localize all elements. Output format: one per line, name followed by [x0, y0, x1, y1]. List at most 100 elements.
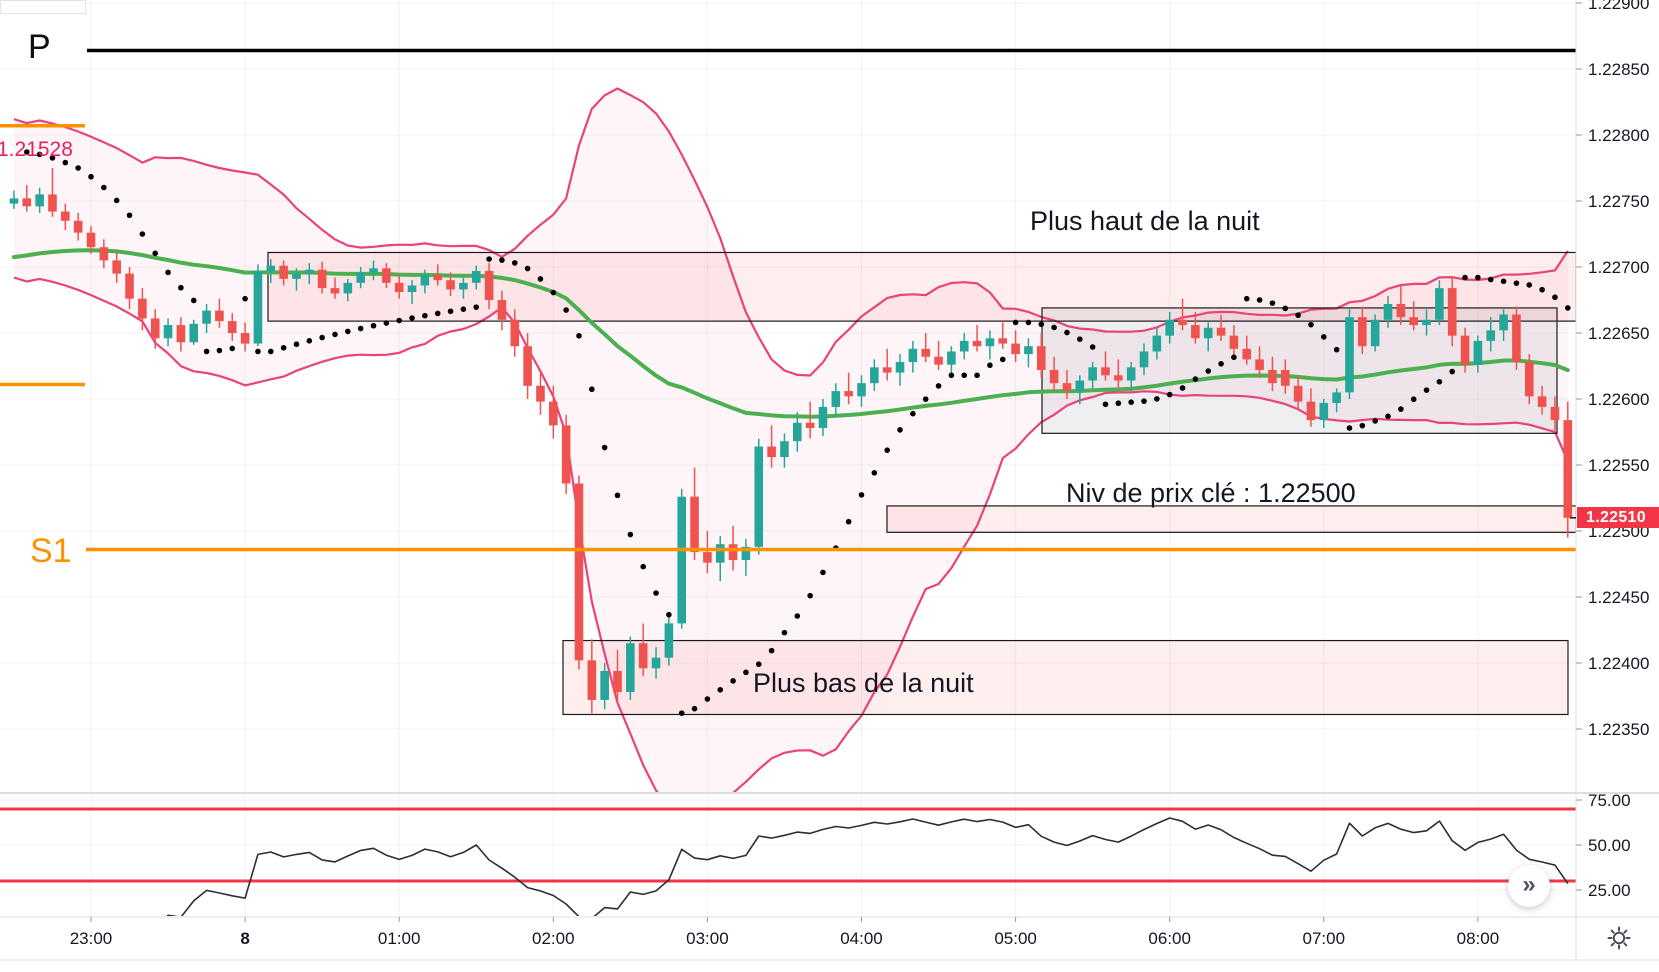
price-axis-label: 1.22600 — [1588, 390, 1649, 409]
go-to-realtime-button[interactable]: » — [1508, 865, 1550, 907]
time-axis-settings-button[interactable] — [1605, 924, 1633, 952]
time-axis-label: 04:00 — [840, 929, 883, 948]
time-axis[interactable]: 23:00 8 01:00 02:00 03:00 04:00 05:00 06:00 07:0… — [70, 917, 1499, 948]
candle-body — [1024, 346, 1033, 355]
rsi-pane — [0, 807, 1576, 916]
candle-body — [600, 670, 609, 700]
candle-body — [959, 340, 969, 352]
rsi-line — [166, 817, 1569, 916]
rsi-axis-label: 25.00 — [1588, 881, 1631, 900]
candle-body — [1396, 303, 1406, 318]
candle-body — [253, 270, 263, 344]
candle-body — [844, 391, 853, 397]
candle-body — [1447, 288, 1457, 336]
candle-body — [330, 288, 340, 294]
candle-body — [703, 552, 712, 563]
candle-body — [870, 367, 879, 384]
candle-body — [343, 282, 353, 294]
candle-body — [626, 643, 635, 693]
bollinger-upper-line — [13, 87, 1569, 377]
candle-body — [805, 422, 815, 429]
candle-body — [1242, 348, 1252, 360]
candle-body — [1473, 340, 1483, 365]
candle-body — [202, 310, 211, 324]
last-price-badge: 1.22510 — [1577, 507, 1659, 528]
candle-body — [1280, 369, 1290, 386]
drawn-zones — [268, 252, 1576, 715]
candle-body — [690, 496, 699, 553]
price-axis-label: 1.22650 — [1588, 324, 1649, 343]
price-axis[interactable]: 1.22900 1.22850 1.22800 1.22750 1.22700 1.226… — [1570, 0, 1649, 900]
candle-body — [61, 211, 70, 221]
price-axis-label: 1.22550 — [1588, 456, 1649, 475]
candle-body — [1178, 319, 1187, 326]
candle-body — [138, 298, 147, 319]
candle-body — [433, 274, 443, 281]
candle-body — [510, 319, 520, 347]
psar-dots — [23, 149, 1571, 716]
candle-body — [189, 323, 199, 343]
candle-body — [561, 425, 571, 484]
candle-body — [356, 272, 365, 283]
time-axis-label: 23:00 — [70, 929, 113, 948]
candle-body — [317, 269, 327, 289]
candle-body — [1114, 375, 1123, 381]
gear-icon — [1607, 926, 1631, 950]
candle-body — [574, 483, 584, 661]
candle-body — [767, 446, 776, 458]
candle-body — [1524, 362, 1534, 397]
candle-body — [1075, 380, 1085, 392]
candle-body — [908, 348, 918, 363]
candle-body — [86, 232, 96, 248]
price-axis-label: 1.22750 — [1588, 192, 1649, 211]
candle-body — [1191, 325, 1200, 339]
candle-body — [1293, 385, 1303, 402]
candle-body — [240, 333, 250, 344]
candle-body — [613, 670, 622, 693]
candle-body — [1062, 383, 1072, 392]
candle-body — [1036, 346, 1046, 370]
candle-body — [446, 280, 455, 290]
candle-body — [99, 247, 109, 261]
candle-body — [857, 383, 866, 397]
ema-line — [12, 248, 1570, 419]
candle-body — [35, 194, 44, 207]
candle-body — [73, 220, 83, 233]
double-chevron-right-icon: » — [1522, 870, 1536, 898]
candle-body — [895, 362, 905, 373]
time-axis-label: 07:00 — [1303, 929, 1346, 948]
candle-body — [947, 351, 956, 365]
night-low-zone — [563, 640, 1568, 715]
time-axis-label: 06:00 — [1148, 929, 1191, 948]
rsi-axis-label: 75.00 — [1588, 791, 1631, 810]
candle-body — [48, 194, 57, 212]
candle-body — [1011, 343, 1020, 355]
candle-body — [305, 269, 314, 274]
candle-body — [651, 657, 661, 669]
candle-body — [420, 274, 430, 286]
price-axis-label: 1.22350 — [1588, 720, 1649, 739]
candle-body — [215, 310, 224, 322]
candle-body — [497, 300, 507, 320]
candle-body — [1268, 369, 1277, 384]
time-axis-label: 05:00 — [994, 929, 1037, 948]
candle-body — [1345, 317, 1354, 393]
candle-body — [1319, 402, 1329, 421]
candle-body — [1370, 319, 1380, 347]
time-axis-label: 01:00 — [378, 929, 421, 948]
time-axis-label: 02:00 — [532, 929, 575, 948]
candle-body — [728, 544, 738, 561]
candle-body — [125, 273, 134, 299]
candle-body — [471, 270, 481, 283]
candle-body — [22, 198, 32, 207]
corner-placeholder-box — [0, 0, 86, 14]
price-axis-label: 1.22700 — [1588, 258, 1649, 277]
price-axis-label: 1.22850 — [1588, 60, 1649, 79]
candle-body — [176, 325, 186, 343]
candle-body — [536, 385, 545, 402]
candle-body — [818, 406, 828, 429]
candle-body — [792, 422, 802, 442]
candle-body — [279, 265, 288, 279]
candle-body — [1255, 359, 1264, 370]
